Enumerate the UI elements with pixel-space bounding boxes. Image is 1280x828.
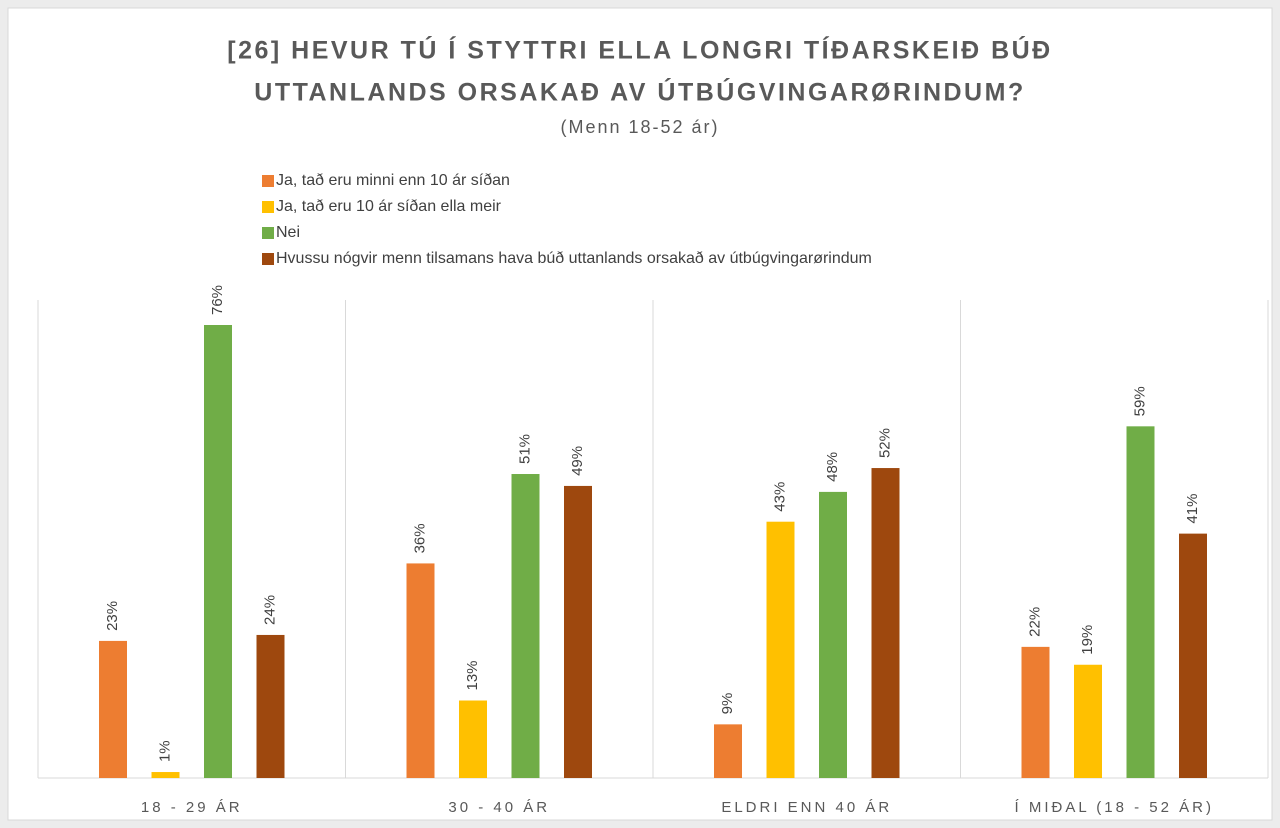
data-label: 1% (156, 740, 173, 762)
data-label: 23% (104, 601, 121, 631)
data-label: 24% (261, 595, 278, 625)
data-label: 49% (569, 446, 586, 476)
bar (819, 491, 847, 778)
bar (1126, 426, 1155, 778)
bar (871, 468, 900, 778)
bar (459, 700, 487, 778)
x-tick-label: ELDRI ENN 40 ÁR (721, 799, 892, 816)
data-label: 48% (824, 452, 841, 482)
data-label: 41% (1184, 494, 1201, 524)
legend-swatch (262, 175, 274, 187)
legend-label: Ja, tað eru minni enn 10 ár síðan (276, 172, 510, 189)
data-label: 9% (719, 693, 736, 715)
x-tick-label: 30 - 40 ÁR (448, 799, 550, 816)
data-label: 52% (876, 428, 893, 458)
x-tick-label: Í MIÐAL (18 - 52 ÁR) (1015, 799, 1214, 816)
chart-title: [26] HEVUR TÚ Í STYTTRI ELLA LONGRI TÍÐA… (227, 35, 1052, 65)
legend-label: Nei (276, 224, 300, 241)
data-label: 51% (516, 434, 533, 464)
data-label: 36% (411, 523, 428, 553)
data-label: 22% (1026, 607, 1043, 637)
bar (1074, 664, 1102, 778)
legend-swatch (262, 253, 274, 265)
data-label: 19% (1079, 625, 1096, 655)
legend-label: Hvussu nógvir menn tilsamans hava búð ut… (276, 250, 872, 267)
legend-swatch (262, 227, 274, 239)
bar (1179, 533, 1207, 778)
bar (99, 640, 127, 778)
x-tick-label: 18 - 29 ÁR (141, 799, 243, 816)
legend-swatch (262, 201, 274, 213)
bar (151, 772, 180, 778)
legend-label: Ja, tað eru 10 ár síðan ella meir (276, 198, 502, 215)
bar (406, 563, 435, 778)
chart-title: UTTANLANDS ORSAKAÐ AV ÚTBÚGVINGARØRINDUM… (254, 77, 1025, 107)
bar (256, 634, 285, 778)
bar (204, 325, 232, 778)
bar (511, 474, 540, 778)
bar (1021, 646, 1050, 778)
chart-subtitle: (Menn 18-52 ár) (560, 117, 719, 137)
data-label: 43% (771, 482, 788, 512)
data-label: 59% (1131, 386, 1148, 416)
data-label: 13% (464, 660, 481, 690)
bar (564, 485, 592, 778)
data-label: 76% (209, 285, 226, 315)
bar (766, 521, 795, 778)
bar (714, 724, 742, 778)
